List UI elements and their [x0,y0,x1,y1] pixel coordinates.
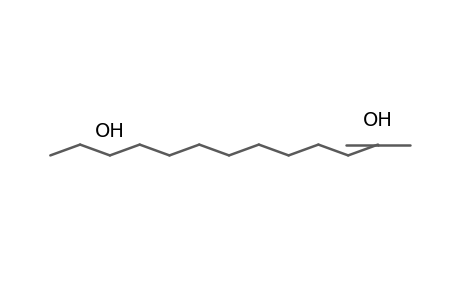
Text: OH: OH [95,122,124,141]
Text: OH: OH [362,111,392,130]
